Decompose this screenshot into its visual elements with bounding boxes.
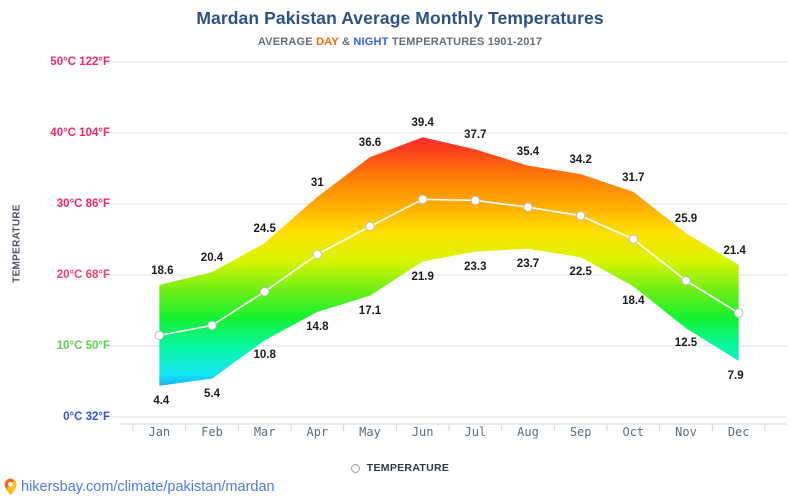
chart-legend: TEMPERATURE xyxy=(0,462,800,474)
data-point-marker[interactable] xyxy=(470,195,481,206)
night-value-label-feb: 5.4 xyxy=(204,387,220,400)
x-axis-tick-oct: Oct xyxy=(622,425,645,439)
subtitle-separator: & xyxy=(338,36,354,48)
x-axis-tick-apr: Apr xyxy=(306,425,329,439)
x-axis-tick-feb: Feb xyxy=(201,425,223,439)
night-value-label-aug: 23.7 xyxy=(516,257,540,270)
data-point-marker[interactable] xyxy=(312,249,323,260)
night-value-label-nov: 12.5 xyxy=(674,337,698,350)
day-value-label-feb: 20.4 xyxy=(200,252,224,265)
circle-outline-icon xyxy=(350,463,360,473)
night-value-label-dec: 7.9 xyxy=(727,369,744,382)
data-point-marker[interactable] xyxy=(259,286,270,297)
x-axis-tick-sep: Sep xyxy=(569,425,592,439)
day-value-label-mar: 24.5 xyxy=(253,223,276,236)
night-value-label-jan: 4.4 xyxy=(153,394,170,407)
page-title: Mardan Pakistan Average Monthly Temperat… xyxy=(0,8,800,29)
night-value-label-apr: 14.8 xyxy=(306,320,329,333)
x-axis-tick-labels: Jan Feb Mar Apr May Jun Jul Aug Sep Oct Nov Dec xyxy=(0,425,800,447)
y-axis-tick-labels: 50°C 122°F 40°C 104°F 30°C 86°F 20°C 68°F 10… xyxy=(0,0,110,500)
data-point-marker[interactable] xyxy=(417,194,428,205)
data-point-marker[interactable] xyxy=(628,234,639,244)
day-value-label-sep: 34.2 xyxy=(569,154,592,167)
data-point-marker[interactable] xyxy=(575,211,586,221)
day-value-label-jun: 39.4 xyxy=(411,117,434,130)
x-axis-tick-may: May xyxy=(359,425,381,439)
source-footer[interactable]: hikersbay.com/climate/pakistan/mardan xyxy=(4,478,275,495)
data-point-marker[interactable] xyxy=(681,275,691,286)
chart-subtitle: AVERAGE DAY & NIGHT TEMPERATURES 1901-20… xyxy=(0,36,800,48)
night-value-label-jun: 21.9 xyxy=(411,270,434,283)
x-axis-tick-nov: Nov xyxy=(675,425,697,439)
x-axis-tick-jan: Jan xyxy=(148,425,171,439)
night-value-label-sep: 22.5 xyxy=(569,266,592,279)
day-value-label-apr: 31 xyxy=(310,176,324,189)
x-axis-tick-dec: Dec xyxy=(727,425,750,439)
night-value-label-oct: 18.4 xyxy=(622,295,645,308)
day-value-label-jan: 18.6 xyxy=(151,264,174,277)
day-value-label-nov: 25.9 xyxy=(674,213,698,226)
x-axis-tick-mar: Mar xyxy=(253,425,276,439)
day-value-label-oct: 31.7 xyxy=(622,171,645,184)
y-axis-tick-40: 40°C 104°F xyxy=(50,127,110,139)
temperature-range-band xyxy=(159,137,739,386)
data-point-marker[interactable] xyxy=(365,221,375,232)
day-value-label-may: 36.6 xyxy=(358,137,382,150)
data-point-marker[interactable] xyxy=(523,202,533,212)
x-axis-tick-aug: Aug xyxy=(517,425,539,439)
x-axis-tick-jul: Jul xyxy=(464,425,487,439)
y-axis-tick-50: 50°C 122°F xyxy=(50,56,110,68)
y-axis-tick-30: 30°C 86°F xyxy=(56,198,110,210)
night-value-label-may: 17.1 xyxy=(358,304,382,317)
subtitle-prefix: AVERAGE xyxy=(257,36,317,48)
y-axis-tick-20: 20°C 68°F xyxy=(56,269,110,281)
day-value-label-dec: 21.4 xyxy=(723,245,746,258)
day-value-label-aug: 35.4 xyxy=(516,145,540,158)
data-point-marker[interactable] xyxy=(154,330,165,341)
day-value-label-jul: 37.7 xyxy=(464,129,487,142)
night-value-label-jul: 23.3 xyxy=(464,260,487,273)
mean-temperature-line xyxy=(159,198,740,337)
subtitle-night-word: NIGHT xyxy=(353,36,389,48)
chart-title-text: Mardan Pakistan Average Monthly Temperat… xyxy=(196,8,604,28)
y-axis-tick-10: 10°C 50°F xyxy=(56,340,110,352)
legend-item-temperature: TEMPERATURE xyxy=(366,462,450,474)
x-axis-tick-jun: Jun xyxy=(411,425,434,439)
map-pin-icon xyxy=(4,478,17,495)
data-point-marker[interactable] xyxy=(207,320,217,331)
subtitle-day-word: DAY xyxy=(316,36,339,48)
source-url-text[interactable]: hikersbay.com/climate/pakistan/mardan xyxy=(21,478,275,495)
data-point-marker[interactable] xyxy=(733,308,744,318)
night-value-label-mar: 10.8 xyxy=(253,349,276,362)
subtitle-suffix: TEMPERATURES 1901-2017 xyxy=(388,36,543,48)
y-axis-tick-0: 0°C 32°F xyxy=(63,411,110,423)
